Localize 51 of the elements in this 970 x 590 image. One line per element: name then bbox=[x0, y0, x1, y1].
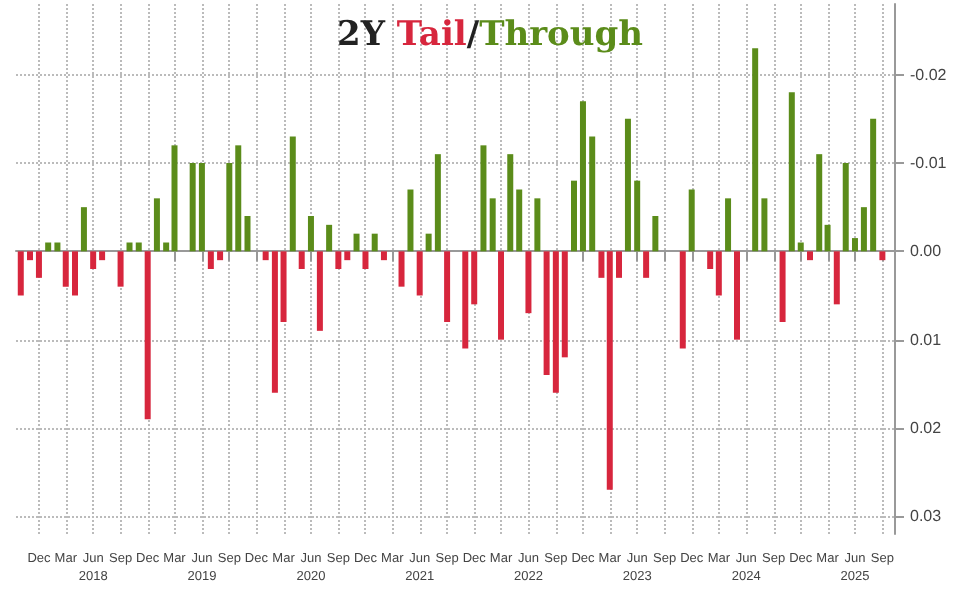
bar bbox=[117, 251, 124, 287]
bar bbox=[679, 251, 686, 349]
bar bbox=[688, 189, 695, 252]
chart-title: 2Y Tail/Through bbox=[337, 15, 643, 55]
bar bbox=[71, 251, 78, 296]
bar bbox=[434, 154, 441, 252]
bar bbox=[144, 251, 151, 420]
bar bbox=[45, 242, 52, 252]
bar bbox=[444, 251, 451, 322]
bar bbox=[407, 189, 414, 252]
bar bbox=[135, 242, 142, 252]
bar bbox=[398, 251, 405, 287]
bar bbox=[480, 145, 487, 252]
y-tick-label: 0.03 bbox=[910, 507, 943, 526]
bar bbox=[316, 251, 323, 331]
y-tick-label: -0.01 bbox=[910, 154, 948, 172]
bar bbox=[652, 216, 659, 252]
bar bbox=[733, 251, 740, 340]
bar bbox=[326, 224, 333, 252]
bar bbox=[371, 233, 378, 252]
bar bbox=[80, 207, 87, 252]
bar bbox=[298, 251, 305, 269]
y-tick-label: -0.02 bbox=[910, 65, 948, 84]
bar bbox=[90, 251, 97, 269]
bar bbox=[715, 251, 722, 296]
bar bbox=[534, 198, 541, 252]
bar bbox=[335, 251, 342, 269]
bar bbox=[198, 163, 205, 252]
bar bbox=[498, 251, 505, 340]
y-tick-label: 0.01 bbox=[910, 330, 943, 349]
bar bbox=[171, 145, 178, 252]
bar bbox=[353, 233, 360, 252]
bar bbox=[380, 251, 387, 261]
bar bbox=[806, 251, 813, 261]
bar bbox=[462, 251, 469, 349]
bar bbox=[416, 251, 423, 296]
bar bbox=[779, 251, 786, 322]
bar bbox=[816, 154, 823, 252]
bar bbox=[289, 136, 296, 252]
bar bbox=[525, 251, 532, 314]
bar bbox=[833, 251, 840, 305]
bar bbox=[307, 216, 314, 252]
y-tick-label: 0.02 bbox=[910, 419, 943, 437]
bar bbox=[643, 251, 650, 278]
y-tick-label: 0.00 bbox=[910, 242, 943, 261]
bar bbox=[752, 48, 759, 252]
bar bbox=[362, 251, 369, 269]
bar bbox=[489, 198, 496, 252]
bar bbox=[35, 251, 42, 278]
bar bbox=[725, 198, 732, 252]
bar bbox=[507, 154, 514, 252]
